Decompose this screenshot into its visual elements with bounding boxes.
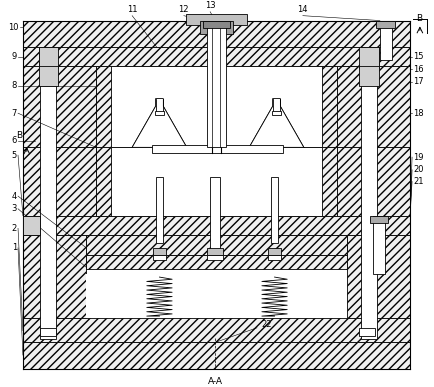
Text: 9: 9	[12, 52, 17, 61]
Bar	[86, 235, 347, 255]
Bar	[370, 216, 388, 223]
Bar	[153, 248, 166, 255]
Bar	[359, 328, 375, 336]
Polygon shape	[132, 99, 187, 147]
Text: B: B	[16, 131, 22, 140]
Bar	[39, 47, 57, 67]
Bar	[96, 67, 337, 147]
Bar	[96, 147, 337, 216]
Bar	[155, 111, 164, 115]
Bar	[373, 216, 385, 274]
Bar	[271, 176, 279, 243]
Bar	[186, 14, 247, 26]
Bar	[376, 21, 395, 28]
Bar	[362, 47, 379, 67]
Text: 16: 16	[413, 65, 424, 74]
Bar	[111, 147, 322, 216]
Text: 18: 18	[413, 109, 424, 118]
Bar	[362, 47, 377, 339]
Bar	[23, 147, 96, 216]
Bar	[207, 248, 223, 255]
Text: 13: 13	[205, 1, 216, 10]
Bar	[39, 67, 58, 86]
Bar	[23, 235, 86, 318]
Bar	[155, 176, 163, 243]
Bar	[337, 67, 410, 147]
Text: 22: 22	[261, 320, 271, 329]
Text: A-A: A-A	[207, 377, 223, 385]
Bar	[86, 255, 347, 269]
Bar	[347, 235, 410, 318]
Text: 19: 19	[413, 152, 424, 162]
Bar	[268, 248, 281, 255]
Bar	[23, 67, 96, 147]
Bar	[23, 342, 410, 369]
Polygon shape	[249, 99, 304, 147]
Text: 3: 3	[12, 204, 17, 213]
Bar	[86, 274, 347, 318]
Bar	[40, 328, 56, 336]
Bar	[23, 216, 40, 235]
Bar	[204, 21, 230, 28]
Text: 8: 8	[12, 81, 17, 91]
Bar	[23, 21, 410, 47]
Text: 17: 17	[413, 77, 424, 87]
Bar	[207, 26, 226, 147]
Text: 21: 21	[413, 177, 424, 186]
Bar	[201, 21, 233, 34]
Text: 20: 20	[413, 165, 424, 174]
Bar	[380, 21, 391, 60]
Bar	[359, 47, 379, 68]
Bar	[39, 47, 58, 68]
Text: B: B	[416, 14, 422, 23]
Bar	[23, 47, 410, 67]
Bar	[111, 67, 322, 147]
Text: 11: 11	[127, 5, 138, 14]
Bar	[153, 255, 166, 260]
Text: 6: 6	[12, 136, 17, 145]
Bar	[151, 146, 283, 153]
Bar	[337, 147, 410, 216]
Bar	[23, 318, 410, 342]
Text: 2: 2	[12, 224, 17, 233]
Bar	[210, 176, 220, 255]
Bar	[268, 255, 281, 260]
Bar	[40, 47, 56, 339]
Text: 12: 12	[178, 5, 189, 14]
Bar	[207, 255, 223, 260]
Text: 1: 1	[12, 243, 17, 252]
Bar	[272, 111, 281, 115]
Bar	[359, 67, 379, 86]
Text: 4: 4	[12, 192, 17, 200]
Text: 5: 5	[12, 151, 17, 160]
Bar	[23, 216, 410, 235]
Text: 10: 10	[9, 23, 19, 32]
Text: 7: 7	[12, 109, 17, 118]
Text: 14: 14	[298, 5, 308, 14]
Text: 15: 15	[413, 52, 424, 61]
